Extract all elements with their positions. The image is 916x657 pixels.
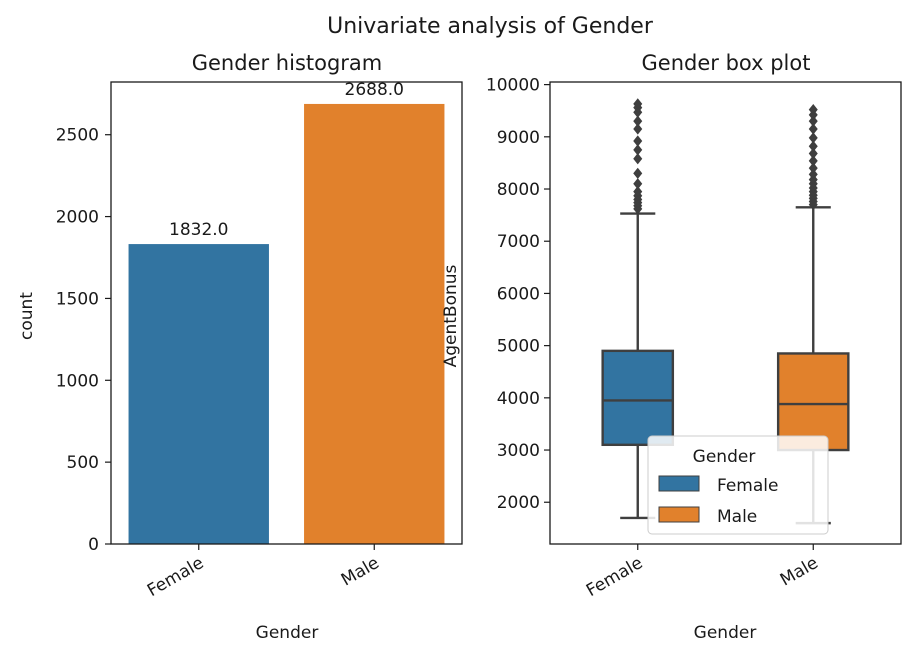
outlier-point-male — [808, 168, 818, 181]
legend-label-female: Female — [717, 476, 778, 496]
outlier-point-male — [808, 162, 818, 174]
y-tick-label: 2000 — [56, 208, 99, 228]
outlier-point-female — [633, 178, 643, 190]
outlier-point-female — [633, 144, 643, 156]
box-male — [776, 352, 850, 452]
outlier-point-male — [808, 147, 818, 160]
y-tick-label: 2500 — [56, 126, 99, 146]
histogram-data-labels: 1832.0 2688.0 — [169, 80, 404, 240]
outlier-point-female — [633, 167, 643, 179]
y-tick-label: 3000 — [497, 441, 540, 461]
box-group-male — [776, 104, 850, 525]
y-tick-label: 10000 — [486, 76, 540, 96]
legend-swatch-male — [658, 506, 700, 523]
data-label-male: 2688.0 — [345, 80, 404, 100]
y-tick-label: 2000 — [497, 493, 540, 513]
figure-suptitle: Univariate analysis of Gender — [327, 14, 654, 39]
outlier-point-female — [633, 123, 643, 135]
legend-swatch-female — [658, 475, 700, 492]
histogram-bars — [128, 103, 445, 545]
outlier-point-male — [808, 132, 818, 144]
outlier-point-female — [633, 135, 643, 147]
bar-male — [304, 103, 445, 545]
outlier-point-male — [808, 115, 818, 127]
outlier-point-female — [633, 115, 643, 127]
boxplot-title: Gender box plot — [642, 51, 811, 75]
y-tick-label: 4000 — [497, 389, 540, 409]
boxplot-boxes — [601, 98, 850, 525]
boxplot-legend: Gender Female Male — [647, 435, 829, 535]
box-female — [601, 349, 675, 447]
boxplot-frame — [549, 81, 902, 545]
outlier-point-male — [808, 123, 818, 135]
outlier-point-male — [808, 140, 818, 152]
histogram-title: Gender histogram — [192, 51, 383, 75]
boxplot-x-axis-label: Gender — [694, 623, 757, 643]
histogram-frame — [110, 81, 463, 545]
y-tick-label: 500 — [67, 453, 99, 473]
data-label-female: 1832.0 — [169, 220, 228, 240]
outlier-point-female — [633, 153, 643, 165]
y-tick-label: 0 — [88, 535, 99, 555]
boxplot-axes: Gender box plot 2000 3000 4000 5000 6000 7000… — [441, 51, 902, 643]
boxplot-y-axis-label: AgentBonus — [441, 264, 461, 367]
histogram-axes: Gender histogram 1832.0 2688.0 0 500 1000 15… — [17, 51, 463, 643]
y-tick-label: 9000 — [497, 128, 540, 148]
outlier-point-male — [808, 104, 818, 116]
outlier-point-male — [808, 155, 818, 167]
legend-label-male: Male — [717, 507, 757, 527]
y-tick-label: 6000 — [497, 284, 540, 304]
y-tick-label: 5000 — [497, 337, 540, 357]
y-tick-label: 1000 — [56, 371, 99, 391]
outlier-point-female — [633, 185, 643, 198]
histogram-x-axis-label: Gender — [256, 623, 319, 643]
y-tick-label: 7000 — [497, 232, 540, 252]
boxplot-y-ticks: 2000 3000 4000 5000 6000 7000 8000 9000 10000 — [486, 76, 550, 513]
box-group-female — [601, 98, 675, 520]
histogram-y-axis-label: count — [17, 292, 37, 340]
y-tick-label: 1500 — [56, 289, 99, 309]
y-tick-label: 8000 — [497, 180, 540, 200]
legend-title: Gender — [693, 447, 756, 467]
bar-female — [128, 244, 269, 544]
histogram-y-ticks: 0 500 1000 1500 2000 2500 — [56, 126, 111, 555]
outlier-point-female — [633, 98, 643, 110]
